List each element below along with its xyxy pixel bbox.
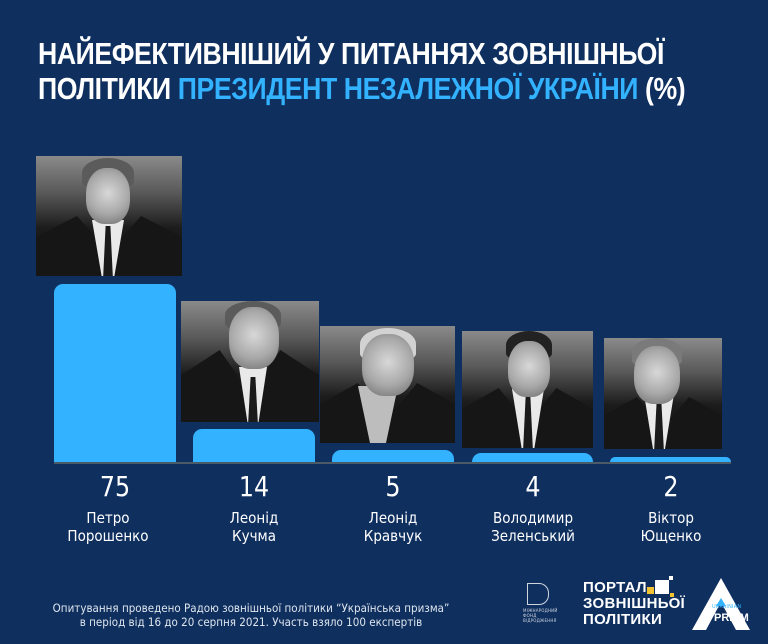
bar-yushchenko <box>610 457 731 463</box>
category-label: Леонід Кравчук <box>363 509 423 545</box>
value-label: 75 <box>99 470 131 503</box>
portrait-kuchma <box>181 301 319 422</box>
title-line-2: ПОЛІТИКИ ПРЕЗИДЕНТ НЕЗАЛЕЖНОЇ УКРАЇНИ (%… <box>38 71 686 106</box>
portrait-kravchuk <box>320 326 455 443</box>
category-label: Леонід Кучма <box>229 509 279 545</box>
category-label: Петро Порошенко <box>67 509 149 545</box>
irf-logo: МІЖНАРОДНИЙ ФОНД ВІДРОДЖЕННЯ <box>523 583 573 623</box>
title-highlight: ПРЕЗИДЕНТ НЕЗАЛЕЖНОЇ УКРАЇНИ <box>177 71 639 106</box>
ukrainian-prism-logo: UKRAINIAN PRISM <box>690 576 752 632</box>
portrait-zelensky <box>462 331 593 448</box>
square-icon <box>670 593 674 597</box>
value-label: 14 <box>238 470 270 503</box>
category-label: Володимир Зеленський <box>491 509 575 545</box>
square-icon <box>647 587 654 594</box>
value-label: 5 <box>385 470 401 503</box>
title-line-1: НАЙЕФЕКТИВНІШИЙ У ПИТАННЯХ ЗОВНІШНЬОЇ <box>38 36 664 71</box>
square-icon <box>655 580 669 594</box>
chart-baseline <box>54 462 731 464</box>
category-label: Віктор Ющенко <box>640 509 702 545</box>
portrait-yushchenko <box>604 338 722 449</box>
portal-logo: ПОРТАЛ ЗОВНІШНЬОЇ ПОЛІТИКИ <box>583 576 685 628</box>
bar-poroshenko <box>54 284 176 463</box>
square-icon <box>669 576 673 580</box>
bar-zelensky <box>472 453 593 463</box>
irf-mark-icon <box>527 583 549 605</box>
bar-kravchuk <box>332 450 454 463</box>
value-label: 2 <box>663 470 679 503</box>
portrait-poroshenko <box>36 156 182 276</box>
survey-footnote: Опитування проведено Радою зовнішньої по… <box>52 601 450 629</box>
chart-title: НАЙЕФЕКТИВНІШИЙ У ПИТАННЯХ ЗОВНІШНЬОЇ ПО… <box>38 36 686 106</box>
value-label: 4 <box>525 470 541 503</box>
prism-triangle-icon <box>692 578 750 630</box>
bar-kuchma <box>193 429 315 463</box>
